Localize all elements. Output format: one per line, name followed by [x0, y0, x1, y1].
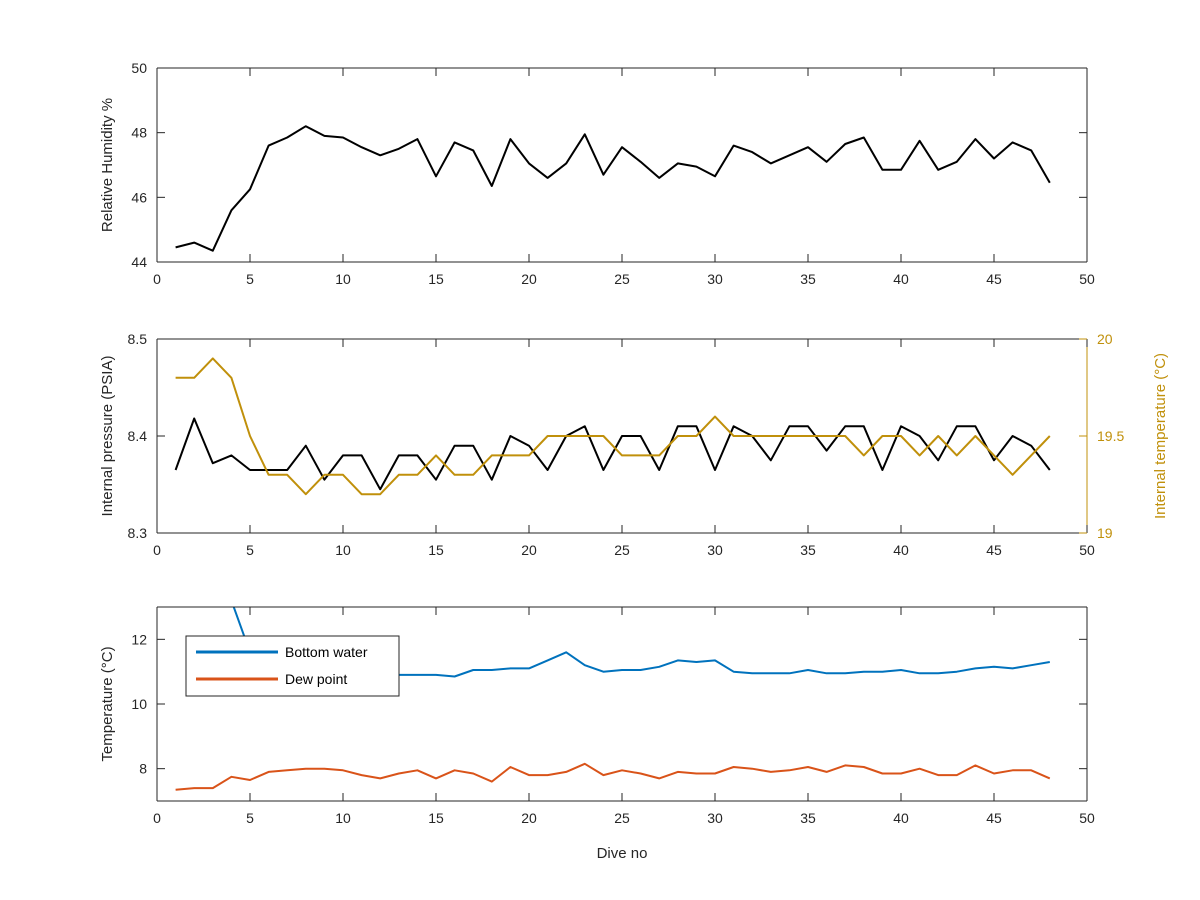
y-right-tick-label: 19 — [1097, 525, 1113, 541]
x-tick-label: 0 — [153, 271, 161, 287]
x-tick-label: 25 — [614, 542, 630, 558]
y-tick-label: 8.5 — [128, 331, 148, 347]
x-tick-label: 35 — [800, 271, 816, 287]
y-tick-label: 48 — [131, 125, 147, 141]
y-tick-label: 46 — [131, 189, 147, 205]
x-tick-label: 5 — [246, 810, 254, 826]
series-line-dew-point — [175, 762, 1051, 791]
x-tick-label: 45 — [986, 810, 1002, 826]
x-tick-label: 20 — [521, 810, 537, 826]
x-tick-label: 25 — [614, 271, 630, 287]
y-right-tick-label: 20 — [1097, 331, 1113, 347]
x-tick-label: 45 — [986, 271, 1002, 287]
y-axis-label: Internal pressure (PSIA) — [99, 356, 116, 517]
y-right-axis-label: Internal temperature (°C) — [1152, 353, 1169, 519]
y-tick-label: 8.3 — [128, 525, 148, 541]
humidity-panel: 0 5 10 15 20 25 30 35 40 45 50 44 46 48 50 Relative Hum… — [99, 60, 1095, 287]
y-axis-label: Relative Humidity % — [99, 98, 116, 232]
x-tick-label: 10 — [335, 810, 351, 826]
x-tick-label: 50 — [1079, 810, 1095, 826]
pressure-temperature-panel: 0 5 10 15 20 25 30 35 40 45 50 8.3 8.4 8.5 19 19.5 20 Int… — [99, 331, 1169, 558]
x-tick-label: 40 — [893, 542, 909, 558]
x-tick-label: 50 — [1079, 542, 1095, 558]
legend-label: Dew point — [285, 671, 347, 687]
x-tick-label: 35 — [800, 542, 816, 558]
y-tick-label: 8 — [139, 761, 147, 777]
x-tick-label: 10 — [335, 271, 351, 287]
legend-label: Bottom water — [285, 644, 368, 660]
x-tick-label: 5 — [246, 542, 254, 558]
series-line-s0 — [174, 417, 1051, 491]
x-tick-label: 30 — [707, 271, 723, 287]
series-line-s0 — [175, 125, 1051, 252]
y-tick-label: 8.4 — [128, 428, 148, 444]
series-line-s1 — [175, 357, 1051, 496]
x-tick-label: 15 — [428, 542, 444, 558]
y-right-tick-label: 19.5 — [1097, 428, 1124, 444]
x-tick-label: 25 — [614, 810, 630, 826]
x-tick-label: 15 — [428, 271, 444, 287]
x-tick-label: 5 — [246, 271, 254, 287]
legend: Bottom water Dew point — [185, 635, 400, 697]
x-tick-label: 0 — [153, 810, 161, 826]
temperature-panel: 0 5 10 15 20 25 30 35 40 45 50 8 10 12 Temperature (°C… — [99, 606, 1095, 862]
x-tick-label: 15 — [428, 810, 444, 826]
y-tick-label: 10 — [131, 696, 147, 712]
y-tick-label: 44 — [131, 254, 147, 270]
x-tick-label: 30 — [707, 542, 723, 558]
series-line-bottom-water — [232, 607, 1050, 678]
x-tick-label: 20 — [521, 271, 537, 287]
x-tick-label: 0 — [153, 542, 161, 558]
x-tick-label: 45 — [986, 542, 1002, 558]
x-tick-label: 40 — [893, 271, 909, 287]
y-tick-label: 12 — [131, 631, 147, 647]
x-tick-label: 30 — [707, 810, 723, 826]
x-tick-label: 40 — [893, 810, 909, 826]
x-axis-label: Dive no — [597, 845, 648, 862]
x-tick-label: 20 — [521, 542, 537, 558]
x-tick-label: 50 — [1079, 271, 1095, 287]
x-tick-label: 10 — [335, 542, 351, 558]
y-tick-label: 50 — [131, 60, 147, 76]
y-axis-label: Temperature (°C) — [99, 646, 116, 761]
legend-box — [185, 635, 400, 697]
x-tick-label: 35 — [800, 810, 816, 826]
